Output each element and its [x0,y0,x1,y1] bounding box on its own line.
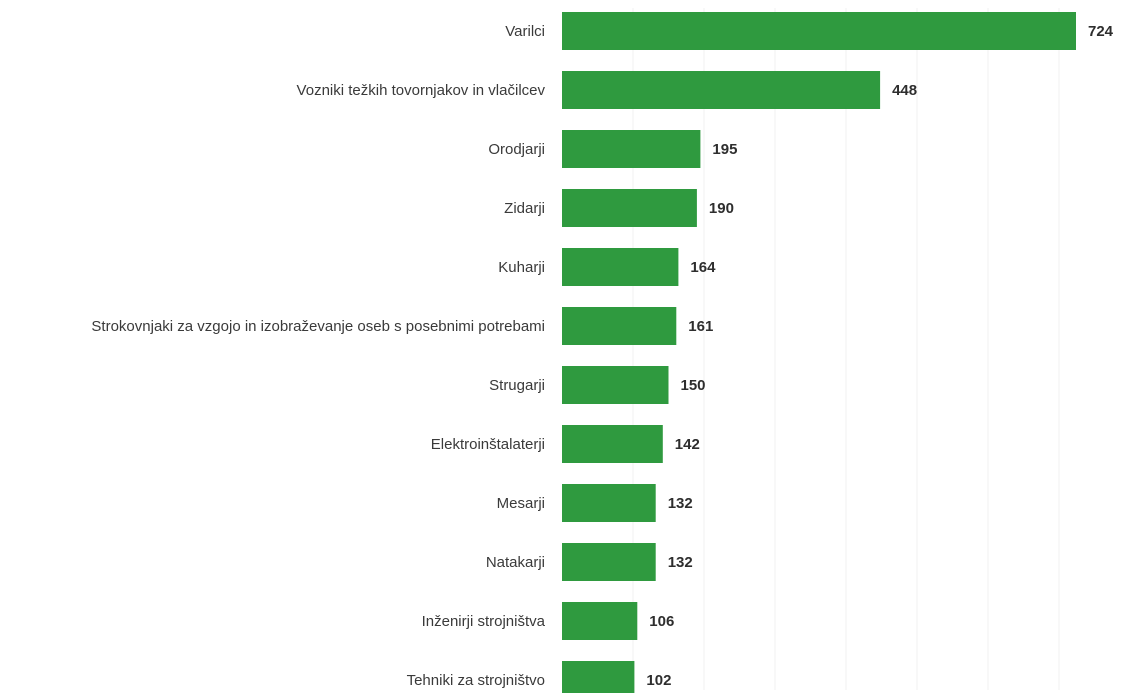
category-label: Strokovnjaki za vzgojo in izobraževanje … [91,318,545,335]
category-label: Inženirji strojništva [422,613,546,630]
value-label: 150 [681,377,706,394]
bar [562,366,669,404]
category-label: Elektroinštalaterji [431,436,545,453]
value-label: 106 [649,613,674,630]
value-label: 102 [646,672,671,689]
value-labels: 724 448 195 190 164 161 150 142 132 132 106 102 [646,23,1113,689]
category-label: Vozniki težkih tovornjakov in vlačilcev [297,82,546,99]
value-label: 132 [668,495,693,512]
value-label: 132 [668,554,693,571]
category-label: Natakarji [486,554,545,571]
category-label: Varilci [505,23,545,40]
value-label: 448 [892,82,917,99]
bars [562,12,1076,693]
bar [562,130,701,168]
bar [562,661,635,693]
category-label: Orodjarji [488,141,545,158]
bar [562,12,1076,50]
category-label: Mesarji [497,495,545,512]
bar [562,602,638,640]
category-label: Tehniki za strojništvo [407,672,545,689]
bar [562,307,677,345]
bar [562,484,656,522]
value-label: 161 [688,318,713,335]
bar [562,71,881,109]
category-label: Strugarji [489,377,545,394]
bar [562,425,663,463]
category-label: Zidarji [504,200,545,217]
value-label: 190 [709,200,734,217]
category-labels: Varilci Vozniki težkih tovornjakov in vla… [91,23,545,689]
value-label: 142 [675,436,700,453]
value-label: 724 [1088,23,1114,40]
bar [562,189,697,227]
category-label: Kuharji [498,259,545,276]
grid-lines [632,8,1060,690]
value-label: 195 [712,141,737,158]
bar [562,248,679,286]
value-label: 164 [690,259,716,276]
bar [562,543,656,581]
